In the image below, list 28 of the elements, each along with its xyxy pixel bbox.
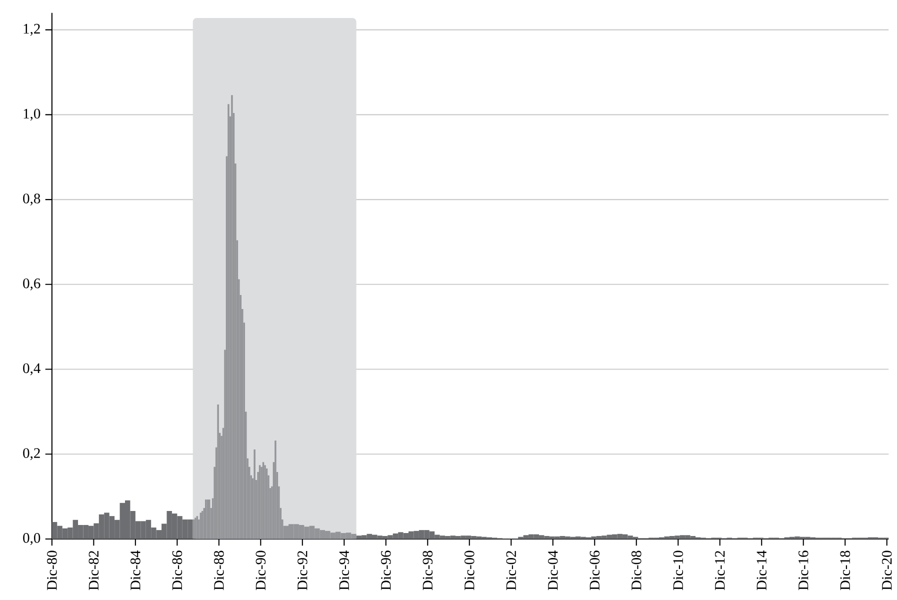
x-tick-label: Dic-18 <box>840 550 850 590</box>
y-tick-label: 0,8 <box>23 193 40 206</box>
x-tick-label: Dic-06 <box>590 550 600 590</box>
x-tick-label: Dic-96 <box>381 550 391 590</box>
y-tick-label: 0,2 <box>23 448 40 460</box>
x-tick-label: Dic-02 <box>506 550 516 590</box>
x-tick-label: Dic-90 <box>256 550 266 590</box>
y-tick-label: 0,4 <box>23 363 40 376</box>
x-tick-label: Dic-00 <box>464 550 474 590</box>
y-tick-label: 1,0 <box>24 108 40 120</box>
x-tick-label: Dic-92 <box>298 550 308 590</box>
x-tick-label: Dic-08 <box>632 550 642 590</box>
x-tick-label: Dic-98 <box>422 550 433 590</box>
x-tick-label: Dic-16 <box>798 550 808 590</box>
x-tick-label: Dic-14 <box>756 550 766 590</box>
x-tick-label: Dic-04 <box>548 550 558 590</box>
x-tick-label: Dic-86 <box>172 550 182 590</box>
y-tick-label: 1,2 <box>24 24 40 36</box>
y-tick-label: 0,6 <box>23 278 40 290</box>
y-tick-label: 0,0 <box>23 532 40 545</box>
x-tick-label: Dic-12 <box>715 550 725 590</box>
x-tick-label: Dic-20 <box>882 550 892 590</box>
x-tick-label: Dic-10 <box>673 550 684 590</box>
x-tick-label: Dic-80 <box>47 550 57 590</box>
x-tick-label: Dic-84 <box>130 550 140 590</box>
x-tick-label: Dic-94 <box>339 550 350 590</box>
x-tick-label: Dic-88 <box>214 550 224 590</box>
x-tick-label: Dic-82 <box>88 550 99 590</box>
